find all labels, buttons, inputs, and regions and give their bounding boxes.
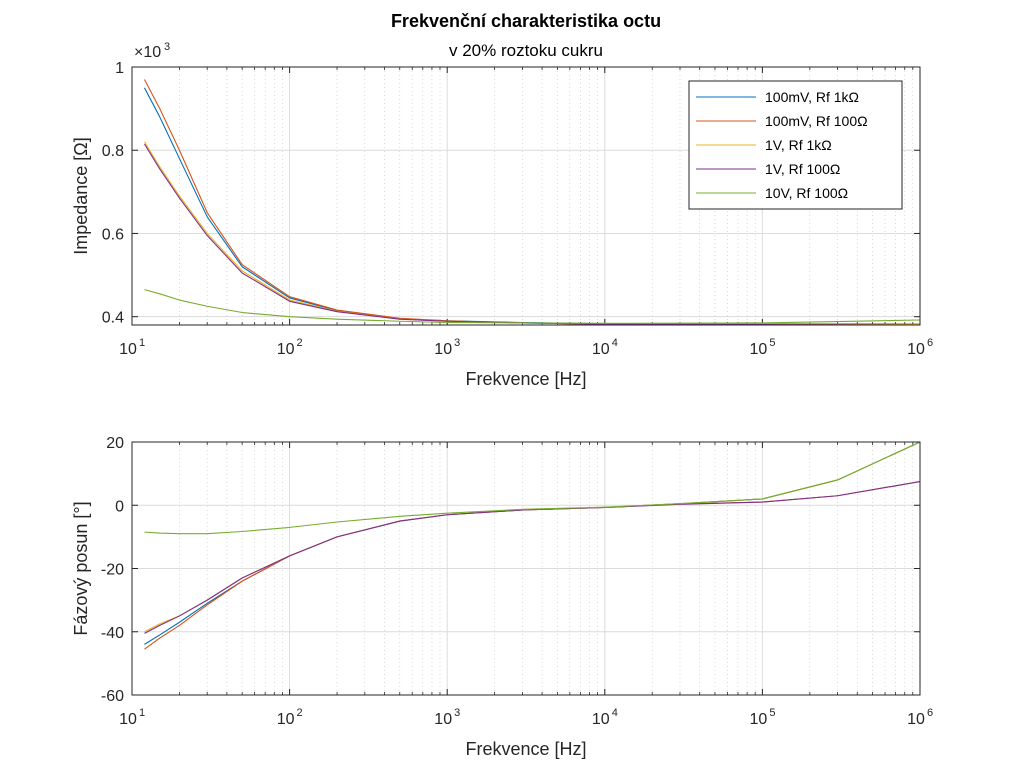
x-tick-label: 10 xyxy=(907,711,925,728)
x-tick-label: 10 xyxy=(434,341,452,358)
y-tick-label: 0.4 xyxy=(102,310,124,327)
x-axis-label: Frekvence [Hz] xyxy=(465,739,586,759)
legend-label-3: 1V, Rf 1kΩ xyxy=(765,137,832,153)
x-tick-label-exponent: 5 xyxy=(769,337,775,349)
series-line-4 xyxy=(144,480,920,634)
series-line-4 xyxy=(144,143,920,325)
y-tick-label: -20 xyxy=(101,562,124,579)
x-tick-label: 10 xyxy=(277,711,295,728)
y-tick-label: -40 xyxy=(101,625,124,642)
x-tick-label-exponent: 1 xyxy=(139,337,145,349)
x-tick-label-exponent: 6 xyxy=(927,337,933,349)
phase-plot: 10 1 10 2 10 3 10 4 10 5 10 6-60-40-20020Frekvence … xyxy=(71,435,933,759)
x-tick-label-exponent: 4 xyxy=(612,707,618,719)
x-tick-label-exponent: 4 xyxy=(612,337,618,349)
y-tick-label: 0.8 xyxy=(102,143,124,160)
y-tick-label: 0 xyxy=(115,498,124,515)
figure-title: Frekvenční charakteristika octu xyxy=(391,11,661,31)
axes-box xyxy=(131,66,921,326)
x-tick-label: 10 xyxy=(592,711,610,728)
x-axis-label: Frekvence [Hz] xyxy=(465,369,586,389)
x-tick-label-exponent: 2 xyxy=(297,337,303,349)
legend: 100mV, Rf 1kΩ 100mV, Rf 100Ω 1V, Rf 1kΩ 1V,… xyxy=(688,80,903,210)
series-line-5 xyxy=(144,442,920,535)
x-tick-label: 10 xyxy=(434,711,452,728)
x-tick-label-exponent: 2 xyxy=(297,707,303,719)
x-tick-label: 10 xyxy=(277,341,295,358)
legend-label-4: 1V, Rf 100Ω xyxy=(765,161,840,177)
x-tick-label: 10 xyxy=(592,341,610,358)
y-multiplier-exponent: 3 xyxy=(164,41,170,53)
x-tick-label-exponent: 1 xyxy=(139,707,145,719)
x-tick-label: 10 xyxy=(750,711,768,728)
x-tick-label-exponent: 3 xyxy=(454,707,460,719)
axes-box xyxy=(131,441,921,696)
legend-label-2: 100mV, Rf 100Ω xyxy=(765,113,868,129)
series-line-5 xyxy=(144,289,920,324)
x-tick-label: 10 xyxy=(750,341,768,358)
figure-subtitle: v 20% roztoku cukru xyxy=(449,41,603,60)
x-tick-label-exponent: 5 xyxy=(769,707,775,719)
legend-label-1: 100mV, Rf 1kΩ xyxy=(765,89,859,105)
x-tick-label: 10 xyxy=(119,711,137,728)
y-axis-label: Fázový posun [°] xyxy=(71,501,91,635)
x-tick-label: 10 xyxy=(119,341,137,358)
legend-box xyxy=(688,80,903,210)
x-tick-label: 10 xyxy=(907,341,925,358)
y-tick-label: 20 xyxy=(106,435,124,452)
x-tick-label-exponent: 3 xyxy=(454,337,460,349)
y-tick-label: 1 xyxy=(115,60,124,77)
legend-label-5: 10V, Rf 100Ω xyxy=(765,185,848,201)
y-multiplier-label: ×10 xyxy=(134,44,161,61)
y-tick-label: -60 xyxy=(101,688,124,705)
x-tick-label-exponent: 6 xyxy=(927,707,933,719)
y-axis-label: Impedance [Ω] xyxy=(71,137,91,255)
y-tick-label: 0.6 xyxy=(102,226,124,243)
